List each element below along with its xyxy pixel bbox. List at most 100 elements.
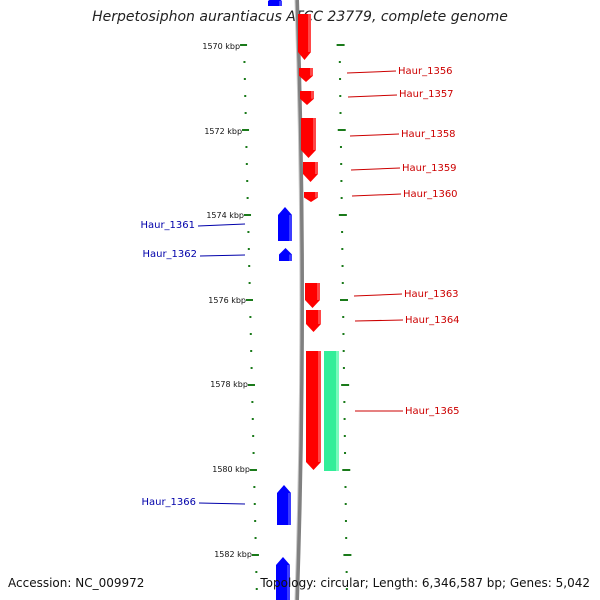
minor-tick — [339, 146, 342, 148]
minor-tick — [339, 78, 342, 80]
minor-tick — [254, 537, 257, 539]
gene-label[interactable]: Haur_1356 — [398, 66, 453, 77]
minor-tick — [344, 452, 347, 454]
ticks-right — [336, 44, 352, 590]
minor-tick — [342, 316, 345, 318]
gene-features — [268, 0, 339, 600]
label-connectors — [197, 70, 404, 505]
label-connector — [349, 133, 400, 137]
label-connector — [198, 502, 246, 505]
minor-tick — [341, 265, 344, 267]
minor-tick — [343, 435, 346, 437]
minor-tick — [342, 350, 345, 352]
minor-tick — [244, 95, 247, 97]
minor-tick — [342, 333, 345, 335]
minor-tick — [340, 163, 343, 165]
gene-shading — [317, 283, 320, 300]
gene-label[interactable]: Haur_1362 — [142, 249, 197, 260]
gene-shading — [336, 351, 339, 471]
accession-text: Accession: NC_009972 — [8, 576, 145, 590]
minor-tick — [252, 452, 255, 454]
minor-tick — [249, 316, 252, 318]
gene-label[interactable]: Haur_1365 — [405, 406, 460, 417]
label-connector — [354, 319, 404, 322]
label-connector — [197, 223, 246, 227]
gene-label[interactable]: Haur_1361 — [140, 220, 195, 231]
gene-shading — [310, 68, 313, 76]
ticks-left — [240, 44, 259, 590]
backbone-highlight — [294, 0, 301, 600]
gene-shading — [315, 192, 318, 198]
genome-backbone — [295, 0, 304, 600]
minor-tick — [345, 537, 348, 539]
minor-tick — [249, 333, 252, 335]
minor-tick — [343, 401, 346, 403]
major-tick — [240, 44, 248, 46]
minor-tick — [338, 61, 341, 63]
forward-gene-arrow — [299, 68, 313, 82]
gene-shading — [313, 118, 316, 150]
minor-tick — [340, 180, 343, 182]
reverse-gene-arrow — [276, 557, 290, 600]
position-label: 1582 kbp — [214, 550, 252, 559]
reverse-gene-arrow — [278, 207, 292, 241]
gene-label[interactable]: Haur_1358 — [401, 129, 456, 140]
minor-tick — [250, 350, 253, 352]
minor-tick — [344, 486, 347, 488]
label-connector — [347, 94, 398, 98]
minor-tick — [343, 418, 346, 420]
minor-tick — [243, 61, 246, 63]
gene-label[interactable]: Haur_1363 — [404, 289, 459, 300]
forward-gene-arrow — [306, 351, 321, 470]
major-tick — [341, 384, 350, 386]
major-tick — [340, 299, 348, 301]
major-tick — [244, 214, 252, 216]
gene-shading — [311, 91, 314, 99]
gene-label[interactable]: Haur_1366 — [141, 497, 196, 508]
minor-tick — [344, 520, 347, 522]
minor-tick — [254, 520, 257, 522]
gene-label[interactable]: Haur_1364 — [405, 315, 460, 326]
forward-gene-arrow — [305, 283, 320, 308]
minor-tick — [252, 435, 255, 437]
major-tick — [247, 384, 255, 386]
position-label: 1580 kbp — [212, 465, 250, 474]
minor-tick — [341, 282, 344, 284]
gene-label[interactable]: Haur_1360 — [403, 189, 458, 200]
gene-label[interactable]: Haur_1359 — [402, 163, 457, 174]
gene-shading — [318, 351, 321, 462]
label-connector — [351, 193, 402, 197]
rna-feature — [324, 351, 339, 471]
forward-gene-arrow — [298, 14, 311, 60]
minor-tick — [247, 248, 250, 250]
gene-shading — [315, 162, 318, 174]
reverse-gene-arrow — [279, 248, 292, 261]
minor-tick — [341, 231, 344, 233]
minor-tick — [251, 401, 254, 403]
label-connector — [350, 167, 401, 171]
minor-tick — [344, 503, 347, 505]
major-tick — [246, 299, 253, 301]
minor-tick — [345, 571, 348, 573]
forward-gene-arrow — [304, 192, 318, 202]
minor-tick — [341, 248, 344, 250]
minor-tick — [247, 231, 250, 233]
major-tick — [337, 129, 346, 131]
gene-shading — [287, 565, 290, 600]
label-connector — [353, 293, 403, 297]
minor-tick — [246, 197, 249, 199]
forward-gene-arrow — [301, 118, 316, 158]
position-label: 1572 kbp — [204, 127, 242, 136]
minor-tick — [339, 95, 342, 97]
position-labels: 1570 kbp 1572 kbp 1574 kbp 1576 kbp 1578 kbp… — [202, 42, 252, 559]
forward-gene-arrow — [303, 162, 318, 182]
minor-tick — [250, 367, 253, 369]
label-connector — [346, 70, 397, 74]
minor-tick — [340, 197, 343, 199]
major-tick — [249, 469, 257, 471]
gene-shading — [288, 493, 291, 525]
major-tick — [343, 554, 352, 556]
major-tick — [336, 44, 345, 46]
gene-label[interactable]: Haur_1357 — [399, 89, 454, 100]
